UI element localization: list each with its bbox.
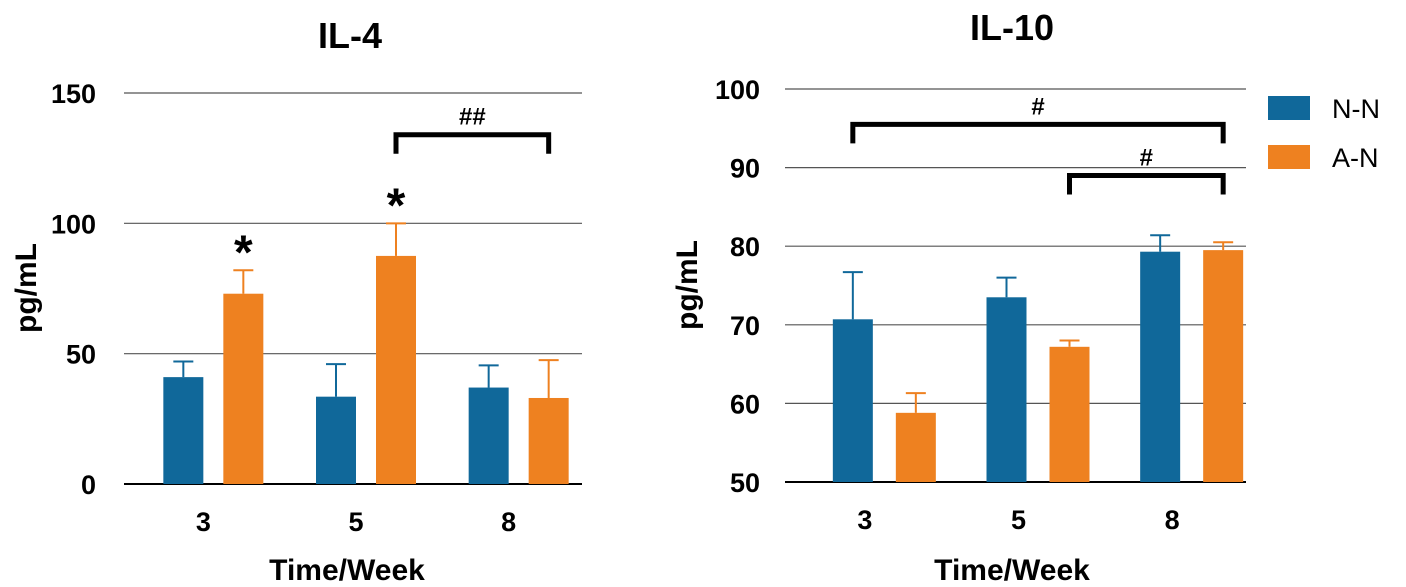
il4-significance-marker: * — [234, 226, 253, 279]
il4-bar-n-n-8 — [468, 387, 509, 484]
il4-bar-n-n-5 — [316, 396, 356, 484]
il4-title: IL-4 — [318, 15, 382, 56]
il10-bar-a-n-5 — [1049, 346, 1090, 482]
il10-xtick-label: 3 — [857, 505, 872, 535]
il10-bar-n-n-3 — [832, 319, 873, 482]
legend-label-a-n: A-N — [1332, 143, 1379, 173]
il10-ytick-label: 50 — [730, 468, 760, 498]
il10-xlabel: Time/Week — [934, 554, 1090, 587]
il4-ytick-label: 150 — [51, 79, 96, 109]
legend-swatch-a-n — [1268, 145, 1310, 169]
il4-chart: IL-4 pg/mL Time/Week 0 50 100 150 3 5 8 * * ## — [10, 15, 582, 587]
il10-bracket-label: # — [1140, 144, 1153, 171]
il10-ytick-label: 70 — [730, 311, 760, 341]
legend-label-n-n: N-N — [1332, 94, 1380, 124]
il10-ytick-label: 80 — [730, 232, 760, 262]
il4-bar-a-n-3 — [223, 293, 264, 484]
il4-bracket-label: ## — [459, 104, 486, 131]
il10-ytick-label: 100 — [715, 75, 760, 105]
il10-bar-a-n-8 — [1203, 250, 1244, 482]
il4-ytick-label: 50 — [66, 340, 96, 370]
il10-xtick-label: 5 — [1011, 505, 1026, 535]
il10-significance-bracket — [1067, 172, 1226, 195]
il4-ytick-label: 100 — [51, 209, 96, 239]
il10-chart: IL-10 pg/mL Time/Week 50 60 70 80 90 100 3 5 8 # # — [671, 7, 1246, 587]
il10-xtick-label: 8 — [1165, 505, 1180, 535]
il10-ytick-label: 60 — [730, 389, 760, 419]
il10-bar-a-n-3 — [895, 412, 936, 482]
il10-bar-n-n-8 — [1140, 251, 1181, 482]
legend: N-N A-N — [1268, 94, 1380, 173]
il10-ytick-label: 90 — [730, 154, 760, 184]
il4-ylabel: pg/mL — [10, 243, 43, 333]
il4-significance-marker: * — [387, 179, 406, 232]
il4-bar-a-n-8 — [528, 397, 569, 484]
il10-ylabel: pg/mL — [671, 240, 704, 330]
il4-bar-n-n-3 — [163, 377, 204, 484]
il4-ytick-label: 0 — [81, 470, 96, 500]
il4-xtick-label: 3 — [196, 507, 211, 537]
il10-title: IL-10 — [970, 7, 1054, 48]
legend-swatch-n-n — [1268, 96, 1310, 120]
il10-bar-n-n-5 — [986, 297, 1027, 482]
il10-significance-bracket — [850, 121, 1226, 144]
il4-xtick-label: 5 — [348, 507, 363, 537]
il10-bracket-label: # — [1031, 93, 1044, 120]
il4-xlabel: Time/Week — [269, 554, 425, 587]
il4-bar-a-n-5 — [376, 255, 416, 484]
il4-significance-bracket — [393, 132, 552, 154]
il4-xtick-label: 8 — [501, 507, 516, 537]
